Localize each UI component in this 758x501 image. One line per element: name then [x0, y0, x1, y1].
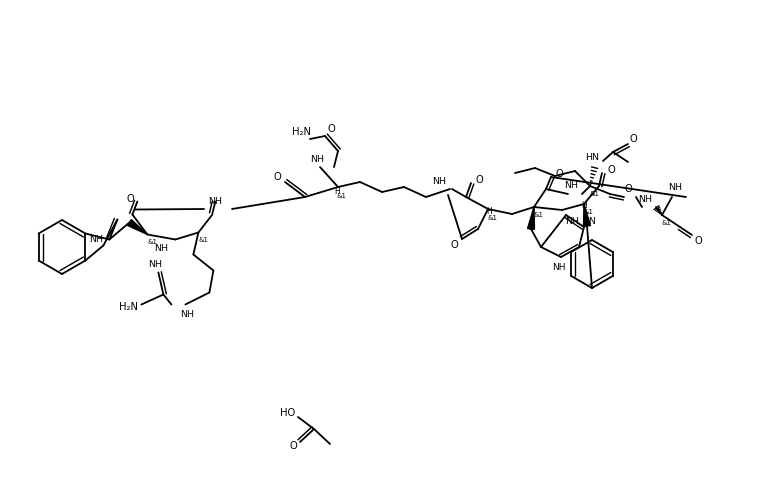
Text: O: O: [694, 235, 702, 245]
Text: N: N: [589, 216, 595, 225]
Text: H: H: [581, 201, 587, 210]
Text: O: O: [475, 175, 483, 185]
Polygon shape: [584, 204, 590, 227]
Text: HO: HO: [280, 407, 296, 417]
Text: O: O: [127, 193, 134, 203]
Text: O: O: [450, 239, 458, 249]
Text: O: O: [273, 172, 281, 182]
Text: H: H: [486, 207, 492, 216]
Text: O: O: [289, 440, 297, 450]
Text: &1: &1: [337, 192, 347, 198]
Text: NH: NH: [149, 260, 162, 269]
Text: HN: HN: [585, 152, 599, 161]
Text: &1: &1: [199, 237, 208, 243]
Text: O: O: [607, 165, 615, 175]
Text: NH: NH: [565, 216, 579, 225]
Text: &1: &1: [662, 219, 672, 225]
Polygon shape: [127, 220, 147, 235]
Text: O: O: [555, 169, 563, 179]
Text: O: O: [629, 134, 637, 144]
Text: NH: NH: [180, 310, 194, 318]
Text: NH: NH: [432, 176, 446, 185]
Text: &1: &1: [584, 208, 594, 214]
Text: O: O: [327, 124, 335, 134]
Text: &1: &1: [534, 211, 544, 217]
Text: H: H: [334, 186, 340, 195]
Polygon shape: [528, 207, 534, 230]
Text: &1: &1: [147, 239, 158, 245]
Text: NH: NH: [638, 194, 652, 203]
Text: O: O: [624, 184, 632, 193]
Text: NH: NH: [155, 243, 168, 253]
Text: NH: NH: [564, 180, 578, 189]
Text: H₂N: H₂N: [293, 127, 312, 137]
Text: NH: NH: [208, 196, 222, 205]
Text: NH: NH: [553, 263, 565, 272]
Text: NH: NH: [89, 234, 103, 243]
Text: &1: &1: [590, 190, 600, 196]
Text: NH: NH: [310, 154, 324, 163]
Text: NH: NH: [668, 183, 682, 192]
Text: &1: &1: [488, 214, 498, 220]
Text: H₂N: H₂N: [119, 301, 139, 311]
